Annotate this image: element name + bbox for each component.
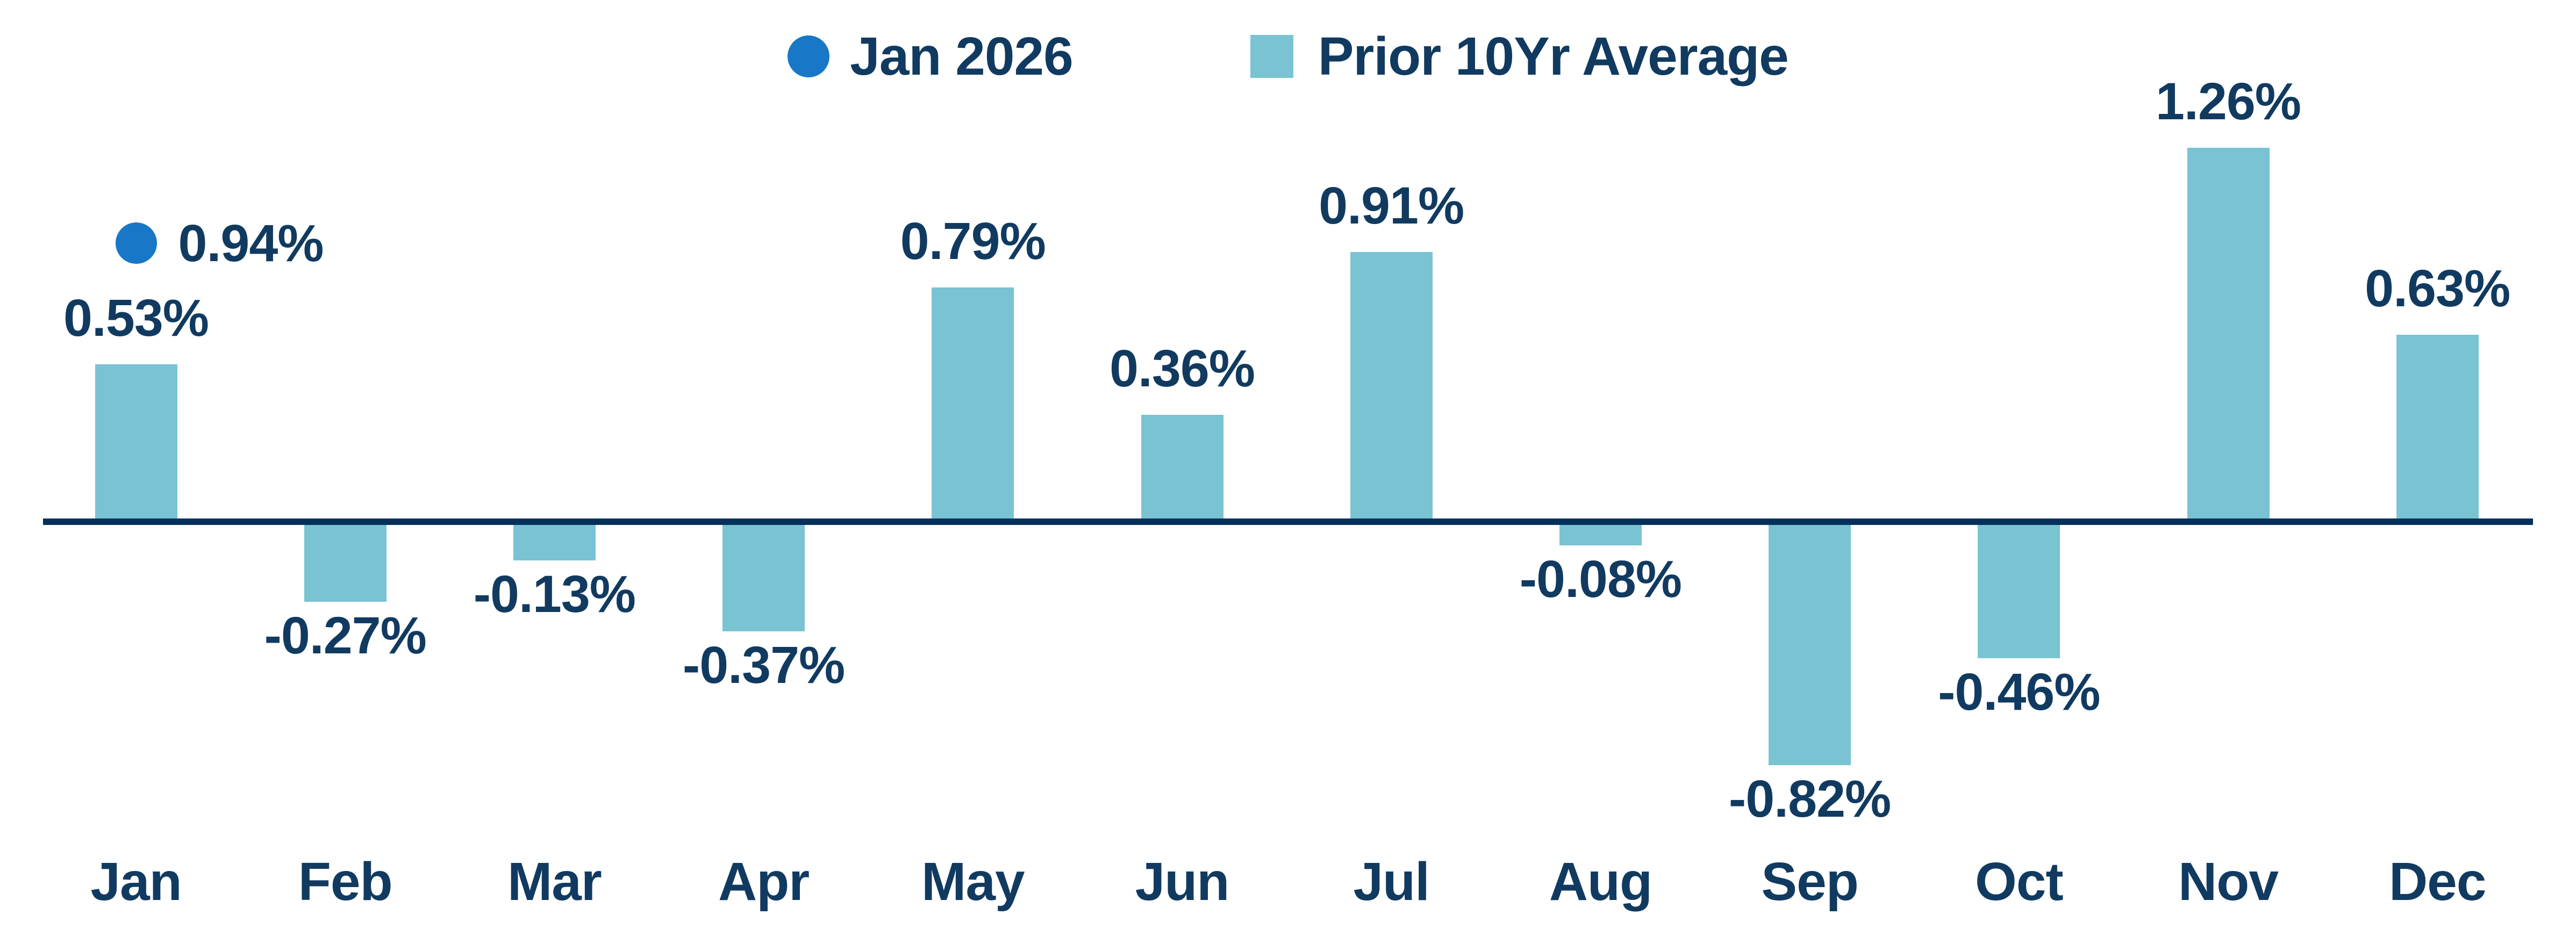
x-axis-label-dec: Dec xyxy=(2388,852,2486,912)
x-axis-label-feb: Feb xyxy=(298,852,393,912)
bar-apr xyxy=(722,522,805,632)
bar-feb xyxy=(304,522,387,602)
x-axis-label-sep: Sep xyxy=(1761,852,1858,912)
bar-sep xyxy=(1769,522,1851,765)
value-label-jun: 0.36% xyxy=(1109,339,1255,398)
value-label-nov: 1.26% xyxy=(2155,72,2301,131)
x-axis-label-jul: Jul xyxy=(1353,852,1429,912)
x-axis-label-aug: Aug xyxy=(1549,852,1652,912)
bar-jun xyxy=(1141,415,1223,522)
x-axis-label-may: May xyxy=(921,852,1025,912)
bar-nov xyxy=(2187,148,2270,522)
legend-item-jan-2026: Jan 2026 xyxy=(788,26,1074,87)
bar-mar xyxy=(513,522,596,560)
jan-2026-value-label: 0.94% xyxy=(178,213,324,272)
legend-label: Jan 2026 xyxy=(850,26,1074,87)
value-label-sep: -0.82% xyxy=(1728,769,1891,828)
legend-item-prior-10yr-average: Prior 10Yr Average xyxy=(1250,26,1789,87)
bar-may xyxy=(932,287,1014,522)
x-axis-label-jan: Jan xyxy=(90,852,182,912)
x-axis-label-nov: Nov xyxy=(2178,852,2279,912)
value-label-jul: 0.91% xyxy=(1319,176,1464,235)
value-label-oct: -0.46% xyxy=(1938,662,2100,721)
value-label-jan: 0.53% xyxy=(63,289,209,348)
value-label-mar: -0.13% xyxy=(473,564,636,623)
x-axis-label-oct: Oct xyxy=(1974,852,2064,912)
legend-square-marker-icon xyxy=(1250,35,1293,78)
value-label-may: 0.79% xyxy=(900,211,1046,270)
bar-dec xyxy=(2396,335,2479,522)
legend-label: Prior 10Yr Average xyxy=(1318,26,1789,87)
value-label-aug: -0.08% xyxy=(1519,550,1682,609)
jan-2026-point-marker xyxy=(115,222,157,264)
zero-axis-line xyxy=(43,518,2533,525)
x-axis-label-mar: Mar xyxy=(507,852,602,912)
x-axis-label-apr: Apr xyxy=(718,852,810,912)
bar-jan xyxy=(95,364,177,522)
legend: Jan 2026 Prior 10Yr Average xyxy=(0,21,2576,91)
x-axis-label-jun: Jun xyxy=(1135,852,1230,912)
value-label-feb: -0.27% xyxy=(264,606,427,665)
bar-jul xyxy=(1350,251,1433,522)
legend-circle-marker-icon xyxy=(788,35,830,77)
value-label-apr: -0.37% xyxy=(682,636,845,695)
bar-aug xyxy=(1559,522,1642,546)
bar-oct xyxy=(1978,522,2060,658)
value-label-dec: 0.63% xyxy=(2365,259,2510,318)
